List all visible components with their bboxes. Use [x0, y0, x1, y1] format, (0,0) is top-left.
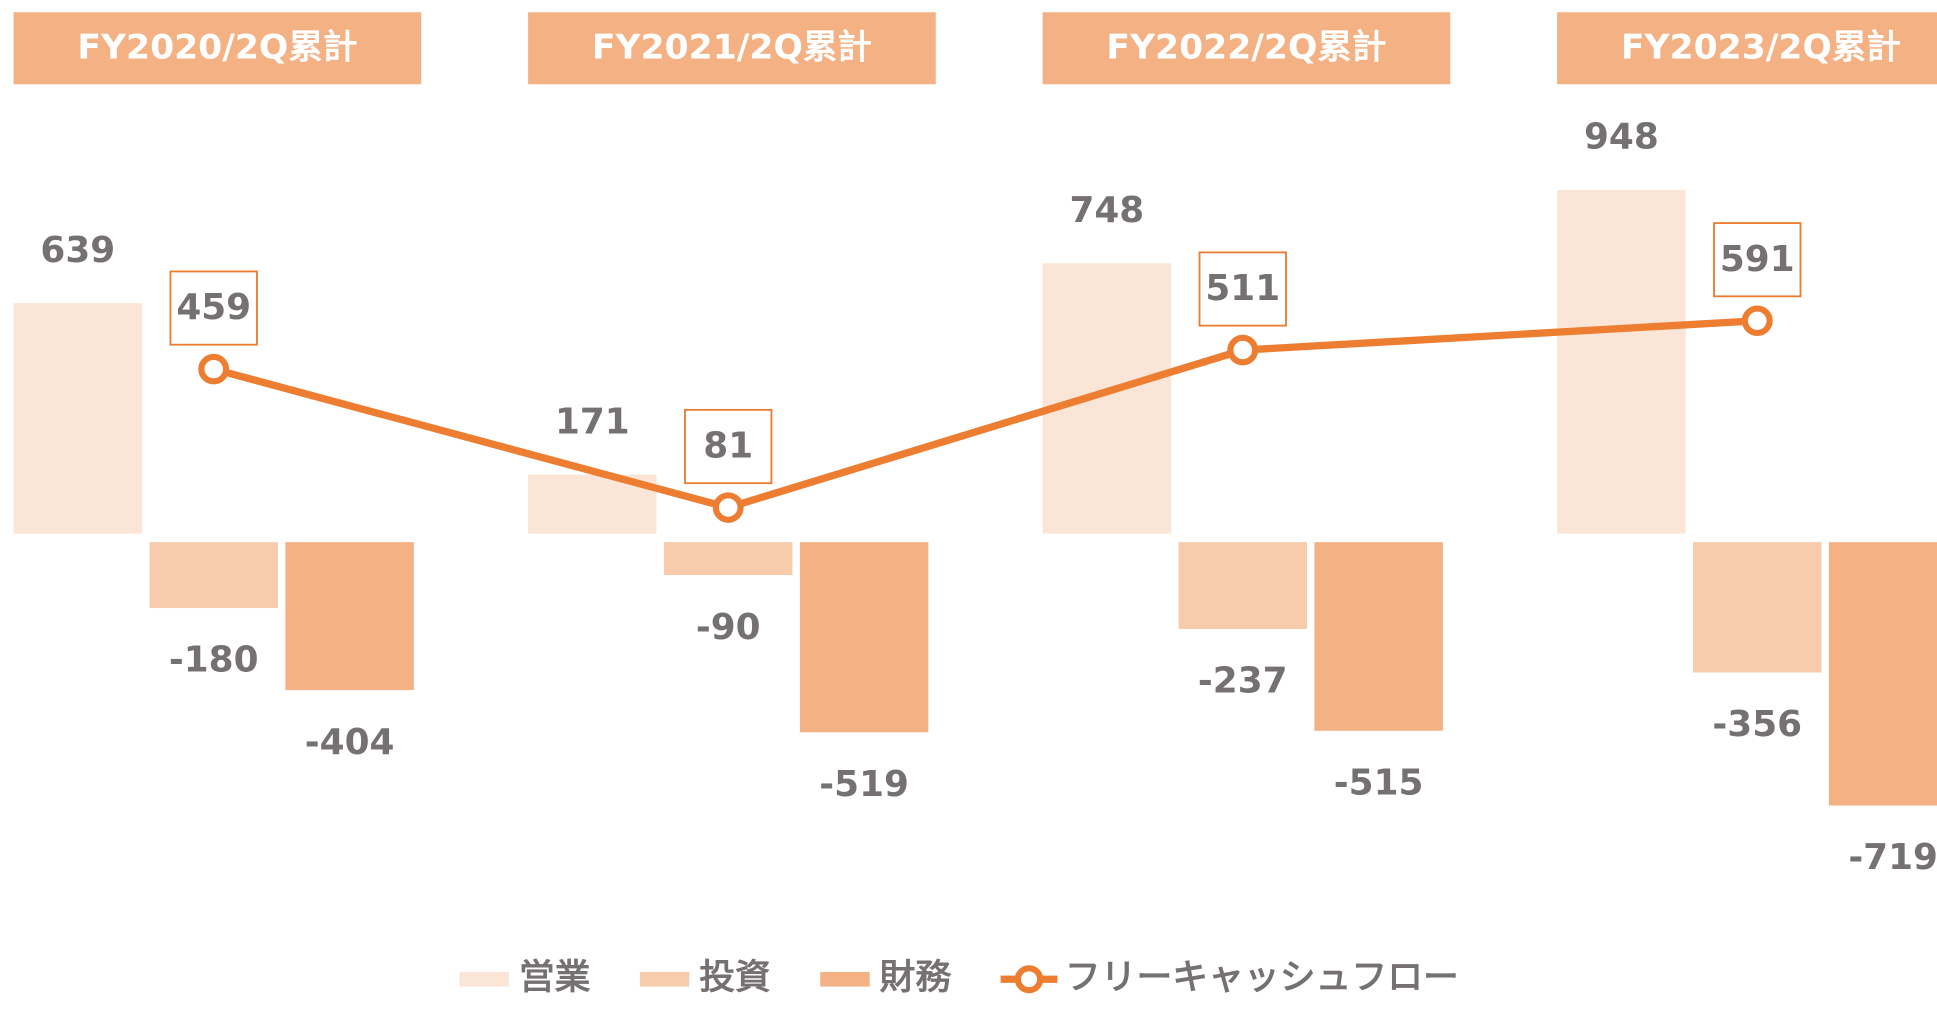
bar [1557, 189, 1686, 534]
data-label-box [1713, 222, 1802, 298]
data-label: 948 [1584, 117, 1659, 158]
category-header-box [13, 12, 422, 85]
data-label: -515 [1334, 763, 1424, 804]
line-marker [1227, 334, 1259, 366]
line-marker [198, 353, 230, 385]
legend-label: フリーキャッシュフロー [1065, 957, 1459, 998]
legend-label: 営業 [519, 957, 591, 998]
legend-swatch [459, 971, 509, 987]
bar [1828, 542, 1937, 806]
legend-label: 投資 [699, 957, 771, 998]
legend-swatch [1014, 965, 1044, 994]
data-label-box [169, 270, 258, 346]
bar [285, 542, 414, 691]
data-label: 171 [555, 401, 630, 442]
data-label-box [1198, 251, 1287, 327]
category-header: FY2023/2Q累計 [1621, 27, 1901, 67]
data-label: -90 [696, 607, 761, 648]
data-label: 591 [1720, 239, 1795, 280]
bar [149, 542, 278, 609]
data-label: -180 [169, 640, 259, 681]
line-marker [1741, 305, 1773, 337]
bar [663, 542, 793, 576]
legend-swatch [820, 971, 870, 987]
category-header-box [528, 12, 936, 85]
data-label: 81 [703, 426, 753, 467]
data-label: -719 [1848, 837, 1937, 878]
bar [1314, 542, 1443, 731]
bar [1178, 542, 1307, 629]
data-label: -237 [1198, 661, 1288, 702]
data-label-box [684, 408, 773, 485]
data-label: -404 [305, 722, 395, 763]
legend-label: 財務 [880, 957, 953, 998]
data-label: -519 [819, 764, 909, 805]
data-label: 748 [1069, 190, 1144, 231]
bar [799, 542, 929, 733]
category-header-box [1042, 12, 1451, 85]
legend-swatch [639, 971, 690, 987]
line [212, 317, 1758, 512]
data-label: -356 [1712, 704, 1802, 745]
category-header-box [1557, 12, 1937, 85]
data-label: 459 [176, 287, 251, 328]
line-marker [712, 492, 744, 523]
category-header: FY2022/2Q累計 [1106, 27, 1386, 67]
category-header: FY2020/2Q累計 [77, 27, 357, 67]
data-label: 639 [40, 230, 115, 271]
bar [1693, 542, 1822, 673]
bar [1042, 263, 1172, 534]
category-header: FY2021/2Q累計 [592, 27, 872, 67]
data-label: 511 [1205, 268, 1280, 309]
bar [13, 303, 143, 534]
